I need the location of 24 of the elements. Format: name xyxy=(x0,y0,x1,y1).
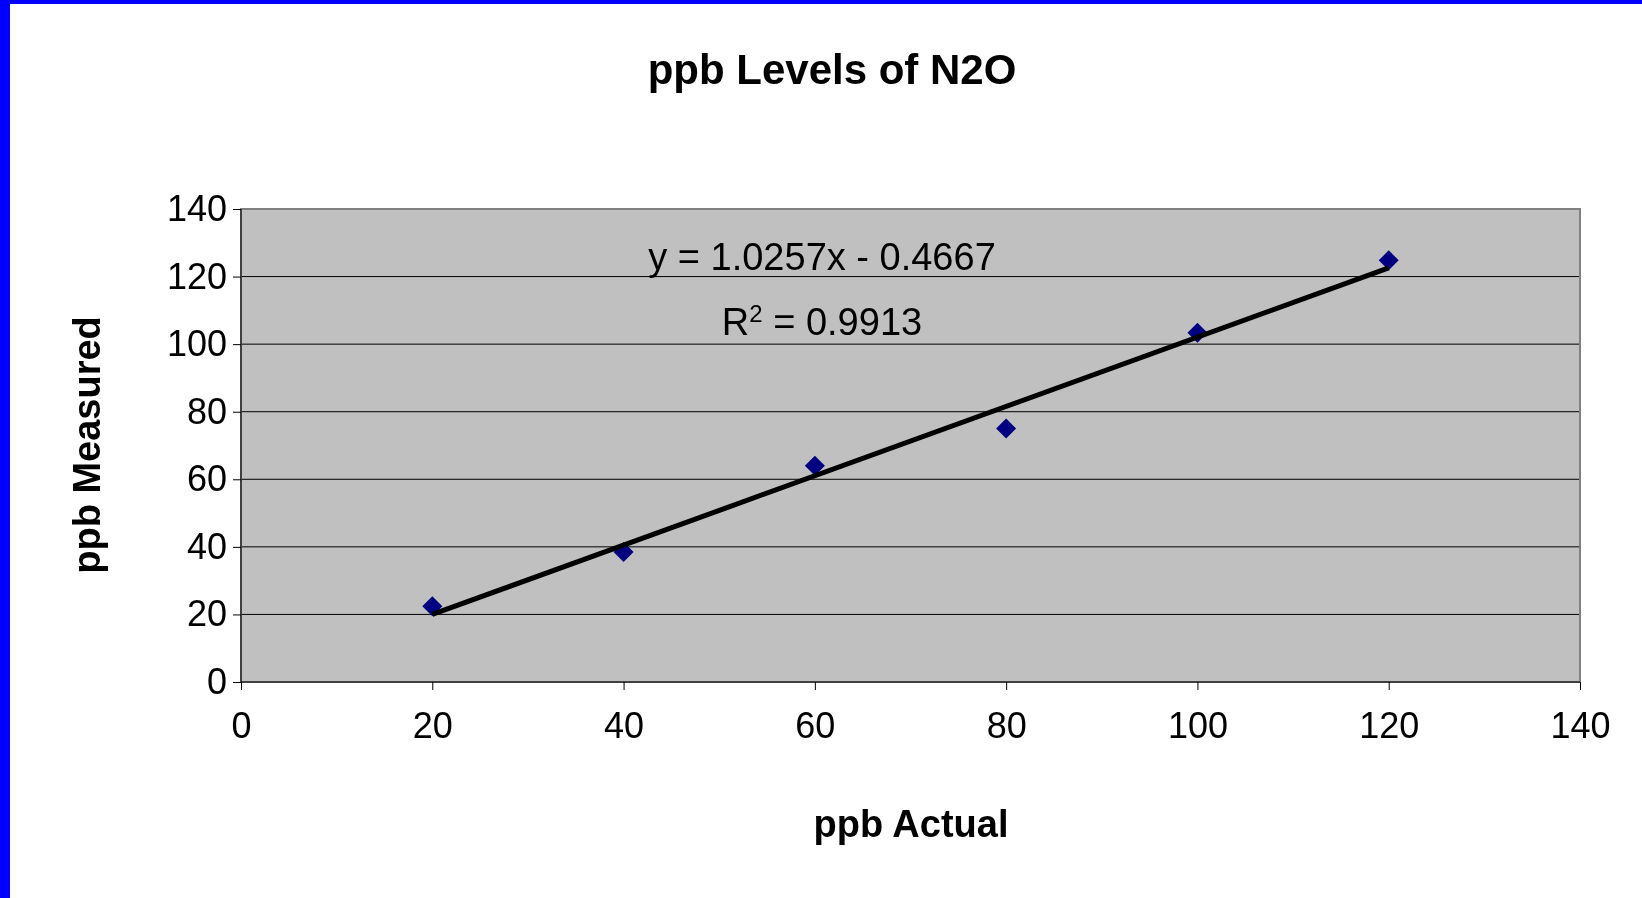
y-tick-label: 60 xyxy=(186,458,227,500)
chart-title: ppb Levels of N2O xyxy=(647,46,1017,93)
y-tick-label: 120 xyxy=(166,255,227,297)
x-tick-label: 120 xyxy=(1359,704,1420,746)
x-axis-title: ppb Actual xyxy=(813,803,1009,845)
y-tick-label: 100 xyxy=(166,323,227,365)
point xyxy=(422,596,443,617)
y-tick-label: 0 xyxy=(206,661,227,703)
point xyxy=(1378,250,1399,271)
y-tick-label: 40 xyxy=(186,525,227,567)
x-tick-label: 40 xyxy=(604,704,645,746)
x-tick-label: 100 xyxy=(1167,704,1228,746)
x-tick-label: 60 xyxy=(795,704,836,746)
y-tick-label: 20 xyxy=(186,593,227,635)
x-tick-label: 80 xyxy=(986,704,1027,746)
x-tick-label: 20 xyxy=(412,704,453,746)
y-axis-title: ppb Measured xyxy=(66,316,108,574)
y-tick-label: 80 xyxy=(186,390,227,432)
y-tick-label: 140 xyxy=(166,188,227,230)
point xyxy=(996,418,1017,439)
x-tick-label: 140 xyxy=(1550,704,1611,746)
annotation: R$^{2}$ = 0.9913 xyxy=(721,299,923,343)
point xyxy=(804,455,825,476)
annotation: y = 1.0257x - 0.4667 xyxy=(648,236,996,278)
